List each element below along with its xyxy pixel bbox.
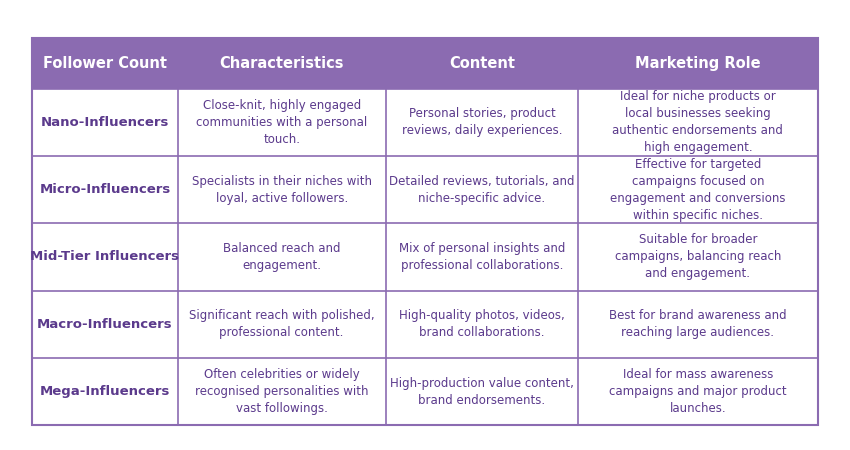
Text: Best for brand awareness and
reaching large audiences.: Best for brand awareness and reaching la… [609,309,787,339]
Text: Nano-Influencers: Nano-Influencers [41,116,169,129]
Bar [578,89,818,156]
Text: High-production value content,
brand endorsements.: High-production value content, brand end… [390,377,574,407]
Text: Micro-Influencers: Micro-Influencers [39,183,171,196]
Bar [386,223,578,291]
Text: Effective for targeted
campaigns focused on
engagement and conversions
within sp: Effective for targeted campaigns focused… [610,158,785,221]
Text: Balanced reach and
engagement.: Balanced reach and engagement. [223,242,340,272]
Text: Content: Content [449,56,515,71]
Bar [386,89,578,156]
Text: Significant reach with polished,
professional content.: Significant reach with polished, profess… [189,309,375,339]
Bar [178,223,386,291]
Text: Mega-Influencers: Mega-Influencers [40,385,170,398]
Text: Mix of personal insights and
professional collaborations.: Mix of personal insights and professiona… [399,242,565,272]
Text: Personal stories, product
reviews, daily experiences.: Personal stories, product reviews, daily… [402,107,562,137]
Bar [32,38,818,425]
Text: Suitable for broader
campaigns, balancing reach
and engagement.: Suitable for broader campaigns, balancin… [615,234,781,280]
Bar [386,156,578,223]
Text: Follower Count: Follower Count [43,56,167,71]
Bar [32,156,178,223]
Bar [386,358,578,425]
Bar [178,291,386,358]
Bar [32,358,178,425]
Bar [386,291,578,358]
Text: Ideal for mass awareness
campaigns and major product
launches.: Ideal for mass awareness campaigns and m… [609,368,787,415]
Text: Characteristics: Characteristics [219,56,344,71]
Text: Often celebrities or widely
recognised personalities with
vast followings.: Often celebrities or widely recognised p… [195,368,368,415]
Text: Specialists in their niches with
loyal, active followers.: Specialists in their niches with loyal, … [191,175,371,205]
Bar [32,291,178,358]
Text: Close-knit, highly engaged
communities with a personal
touch.: Close-knit, highly engaged communities w… [196,99,367,146]
Bar [578,223,818,291]
Bar [178,358,386,425]
Bar [178,156,386,223]
Text: Macro-Influencers: Macro-Influencers [37,318,173,331]
Bar [578,38,818,89]
Text: High-quality photos, videos,
brand collaborations.: High-quality photos, videos, brand colla… [399,309,564,339]
Bar [178,89,386,156]
Text: Ideal for niche products or
local businesses seeking
authentic endorsements and
: Ideal for niche products or local busine… [613,90,784,154]
Bar [578,156,818,223]
Bar [578,291,818,358]
Bar [32,223,178,291]
Text: Marketing Role: Marketing Role [635,56,761,71]
Text: Detailed reviews, tutorials, and
niche-specific advice.: Detailed reviews, tutorials, and niche-s… [389,175,575,205]
Bar [32,38,178,89]
Bar [578,358,818,425]
Bar [178,38,386,89]
Bar [32,89,178,156]
Text: Mid-Tier Influencers: Mid-Tier Influencers [31,250,179,263]
Bar [386,38,578,89]
